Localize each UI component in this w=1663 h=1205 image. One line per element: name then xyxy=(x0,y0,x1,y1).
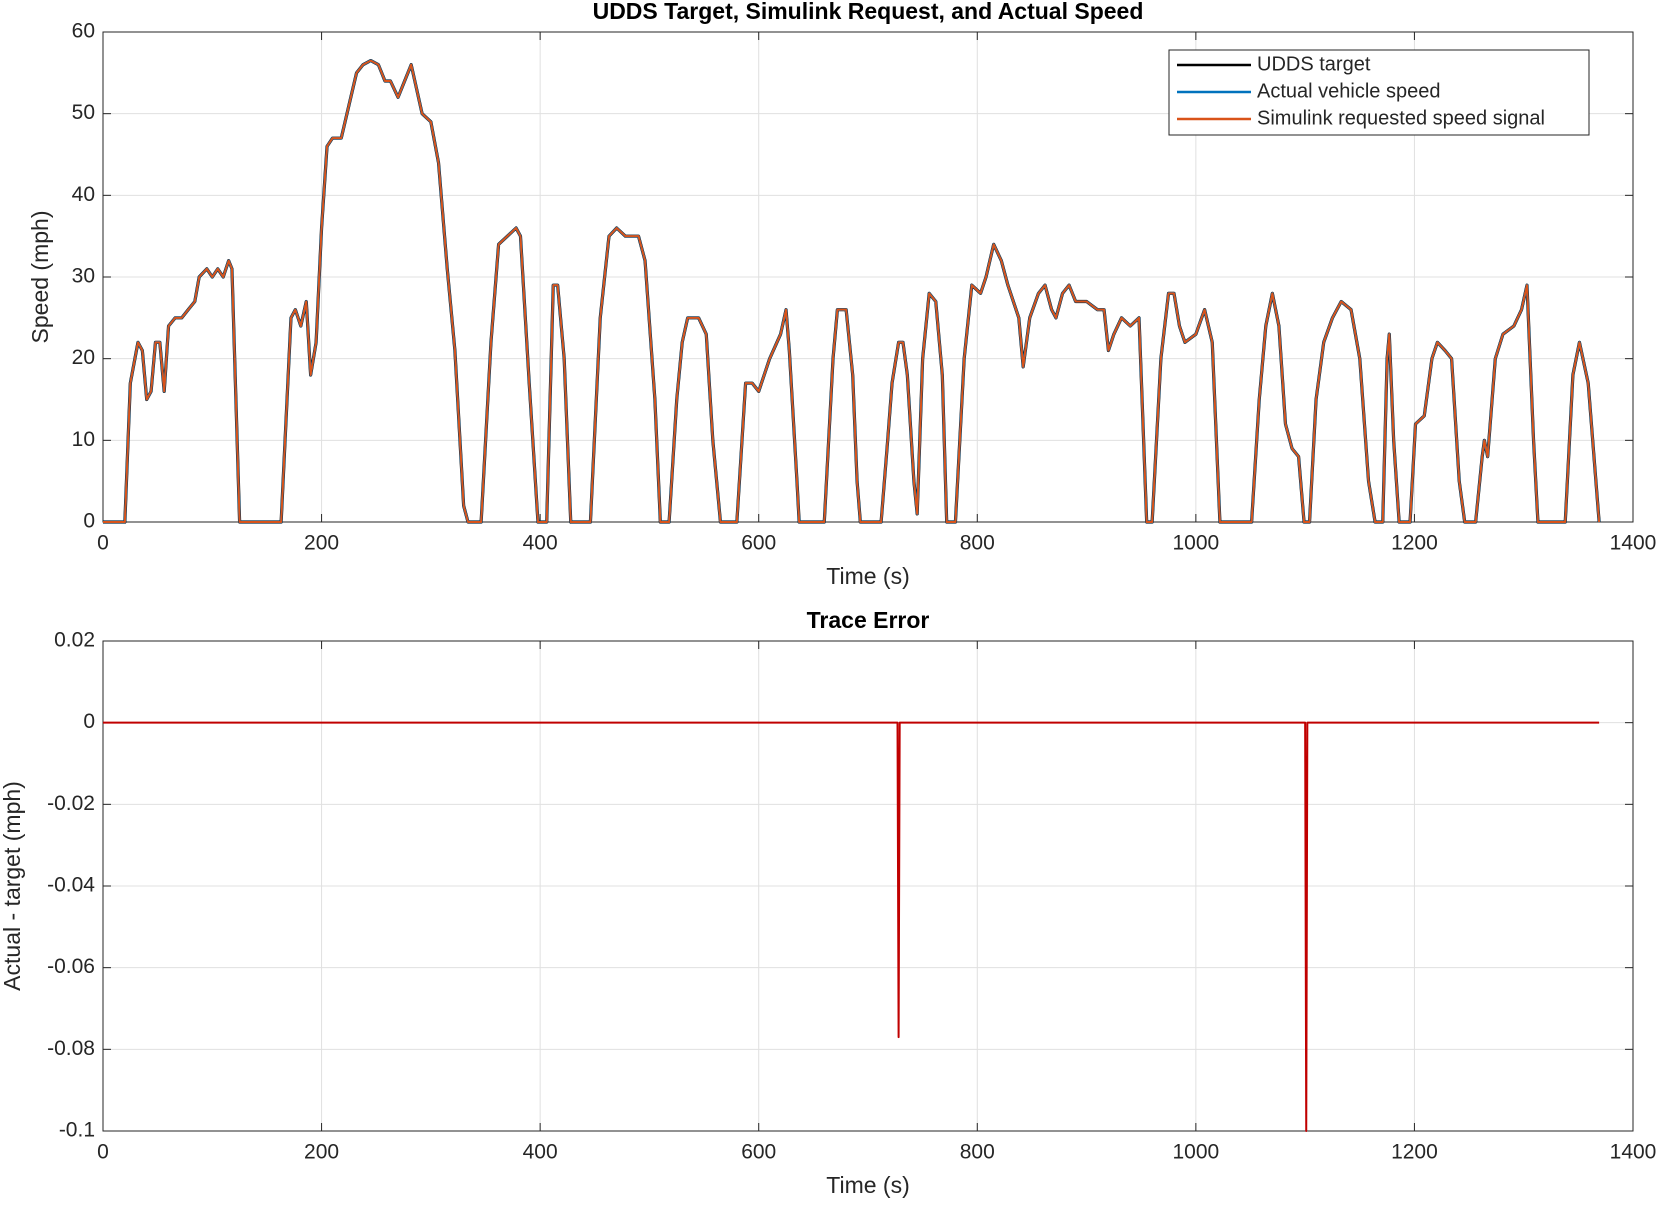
y-tick-label: -0.1 xyxy=(59,1119,95,1142)
x-tick-label: 200 xyxy=(304,1141,339,1164)
y-tick-label: 10 xyxy=(72,428,95,451)
x-tick-label: 1200 xyxy=(1391,1141,1438,1164)
y-tick-label: -0.08 xyxy=(47,1037,95,1060)
series-line xyxy=(103,59,1601,523)
y-tick-label: 50 xyxy=(72,101,95,124)
x-tick-label: 600 xyxy=(741,532,776,555)
x-tick-label: 200 xyxy=(304,532,339,555)
x-tick-label: 0 xyxy=(97,532,109,555)
x-tick-label: 1000 xyxy=(1172,532,1219,555)
x-tick-label: 800 xyxy=(960,1141,995,1164)
y-tick-label: 0 xyxy=(83,510,95,533)
x-tick-label: 400 xyxy=(523,1141,558,1164)
y-tick-label: -0.04 xyxy=(47,874,95,897)
x-tick-label: 1400 xyxy=(1610,532,1657,555)
x-tick-label: 600 xyxy=(741,1141,776,1164)
chart-title: UDDS Target, Simulink Request, and Actua… xyxy=(593,0,1144,24)
x-tick-label: 800 xyxy=(960,532,995,555)
y-tick-label: 0.02 xyxy=(54,629,95,652)
x-tick-label: 0 xyxy=(97,1141,109,1164)
y-axis-label: Actual - target (mph) xyxy=(0,781,25,991)
x-tick-label: 1200 xyxy=(1391,532,1438,555)
x-tick-label: 400 xyxy=(523,532,558,555)
x-axis-label: Time (s) xyxy=(826,1172,909,1198)
axes-box xyxy=(102,640,1634,1132)
y-tick-label: 0 xyxy=(83,710,95,733)
legend-label: UDDS target xyxy=(1257,53,1371,75)
y-tick-label: 20 xyxy=(72,346,95,369)
chart-title: Trace Error xyxy=(807,607,930,633)
series-line xyxy=(103,721,1600,1132)
y-axis-label: Speed (mph) xyxy=(27,211,53,344)
x-tick-label: 1000 xyxy=(1172,1141,1219,1164)
y-tick-label: -0.02 xyxy=(47,792,95,815)
y-tick-label: 40 xyxy=(72,183,95,206)
legend-label: Simulink requested speed signal xyxy=(1257,107,1545,129)
y-tick-label: 60 xyxy=(72,20,95,43)
x-tick-label: 1400 xyxy=(1610,1141,1657,1164)
y-tick-label: 30 xyxy=(72,265,95,288)
x-axis-label: Time (s) xyxy=(826,563,909,589)
legend-label: Actual vehicle speed xyxy=(1257,80,1440,102)
y-tick-label: -0.06 xyxy=(47,955,95,978)
